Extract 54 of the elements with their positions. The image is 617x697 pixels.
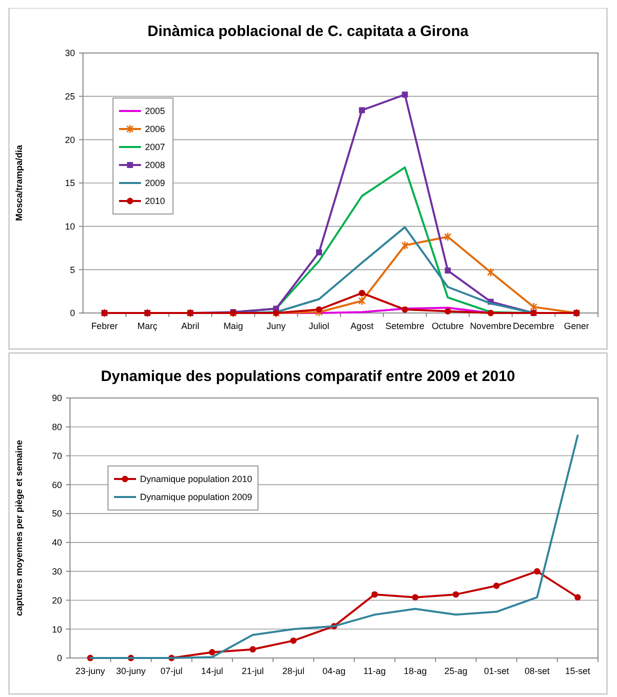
- x-tick-label: Octubre: [432, 321, 464, 331]
- chart-title: Dinàmica poblacional de C. capitata a Girona: [148, 23, 470, 40]
- y-tick-label: 0: [70, 308, 75, 318]
- y-axis-title: captures moyennes per piège et semaine: [14, 440, 24, 616]
- chart-title: Dynamique des populations comparatif entre 2009 et 2010: [100, 368, 516, 385]
- x-tick-label: 28-jul: [282, 666, 304, 676]
- x-tick-label: 08-set: [524, 666, 550, 676]
- legend-label: Dynamique population 2010: [140, 474, 252, 484]
- x-tick-label: 21-jul: [242, 666, 264, 676]
- y-axis-title: Mosca/trampa/dia: [14, 144, 24, 222]
- x-tick-label: Setembre: [385, 321, 424, 331]
- legend-label: 2009: [145, 178, 166, 188]
- y-tick-label: 20: [52, 595, 62, 606]
- x-tick-label: 14-jul: [201, 666, 224, 676]
- y-tick-label: 10: [64, 221, 75, 232]
- y-tick-label: 20: [64, 134, 75, 145]
- legend-label: 2010: [145, 196, 166, 206]
- x-tick-label: Agost: [350, 321, 374, 331]
- x-tick-label: Novembre: [470, 321, 512, 331]
- y-tick-label: 10: [52, 624, 62, 634]
- x-tick-label: Gener: [564, 321, 590, 331]
- y-tick-label: 0: [56, 653, 62, 664]
- y-tick-label: 30: [52, 566, 62, 576]
- x-tick-label: 18-ag: [404, 666, 427, 676]
- x-tick-label: 23-juny: [76, 666, 106, 676]
- x-tick-label: Març: [137, 321, 158, 331]
- y-tick-label: 90: [52, 393, 62, 404]
- x-tick-label: 01-set: [484, 666, 510, 676]
- y-tick-label: 40: [52, 538, 62, 548]
- y-tick-label: 5: [70, 264, 75, 275]
- legend-label: Dynamique population 2009: [140, 492, 252, 502]
- legend-label: 2008: [145, 160, 166, 170]
- x-tick-label: Maig: [223, 321, 243, 331]
- x-tick-label: Febrer: [91, 321, 118, 331]
- y-tick-label: 50: [52, 508, 62, 519]
- x-tick-label: 11-ag: [363, 666, 386, 676]
- y-tick-label: 70: [52, 450, 62, 461]
- y-tick-label: 25: [64, 91, 75, 102]
- x-tick-label: Abril: [181, 321, 200, 331]
- y-tick-label: 80: [52, 422, 62, 432]
- y-tick-label: 60: [52, 480, 62, 490]
- x-tick-label: 25-ag: [444, 666, 468, 676]
- x-tick-label: 30-juny: [116, 666, 146, 676]
- x-tick-label: Juliol: [308, 321, 330, 331]
- x-tick-label: Decembre: [512, 321, 554, 331]
- x-tick-label: 04-ag: [322, 666, 346, 676]
- x-tick-label: Juny: [266, 321, 286, 331]
- y-tick-label: 15: [64, 178, 75, 188]
- x-tick-label: 07-jul: [160, 666, 183, 676]
- y-tick-label: 30: [64, 48, 75, 58]
- x-tick-label: 15-set: [565, 666, 591, 676]
- legend-label: 2007: [145, 142, 166, 152]
- legend-label: 2006: [145, 124, 166, 134]
- legend-label: 2005: [145, 106, 166, 116]
